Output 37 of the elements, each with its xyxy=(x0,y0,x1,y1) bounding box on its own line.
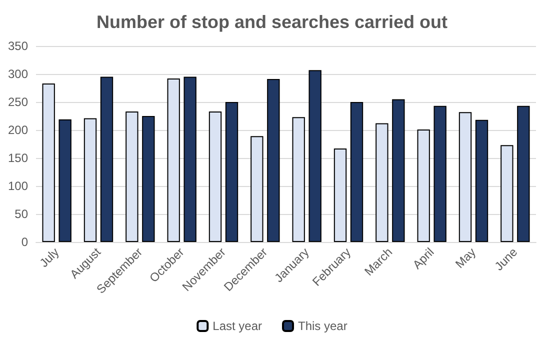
bar xyxy=(292,117,305,242)
bar xyxy=(225,102,238,242)
bar xyxy=(350,102,364,242)
y-tick-label: 350 xyxy=(8,39,28,53)
bar xyxy=(250,136,264,242)
y-tick-label: 0 xyxy=(21,235,28,249)
bar xyxy=(100,76,114,242)
bar xyxy=(434,106,446,242)
legend-label: This year xyxy=(298,319,348,333)
bar xyxy=(308,70,322,242)
bar xyxy=(84,118,97,242)
y-tick-label: 300 xyxy=(8,67,28,81)
y-tick-label: 250 xyxy=(8,95,28,109)
bar xyxy=(517,106,530,242)
bar xyxy=(267,79,280,242)
x-tick-label: July xyxy=(36,245,62,270)
bar xyxy=(142,116,155,242)
bar xyxy=(376,123,388,242)
bar xyxy=(417,129,430,242)
bar xyxy=(208,112,222,242)
y-tick-label: 50 xyxy=(14,207,28,221)
y-tick-label: 100 xyxy=(8,179,28,193)
x-tick-label: May xyxy=(452,245,478,271)
bar xyxy=(42,84,55,242)
bar xyxy=(126,112,138,242)
bar xyxy=(500,145,514,242)
bar xyxy=(475,120,488,242)
bar xyxy=(58,119,72,242)
chart-title: Number of stop and searches carried out xyxy=(96,12,448,32)
bar xyxy=(458,112,472,242)
legend-label: Last year xyxy=(212,319,262,333)
bar xyxy=(184,76,196,242)
bar xyxy=(392,99,405,242)
bar xyxy=(167,78,180,242)
bar xyxy=(334,148,347,242)
y-tick-label: 200 xyxy=(8,123,28,137)
y-tick-label: 150 xyxy=(8,151,28,165)
